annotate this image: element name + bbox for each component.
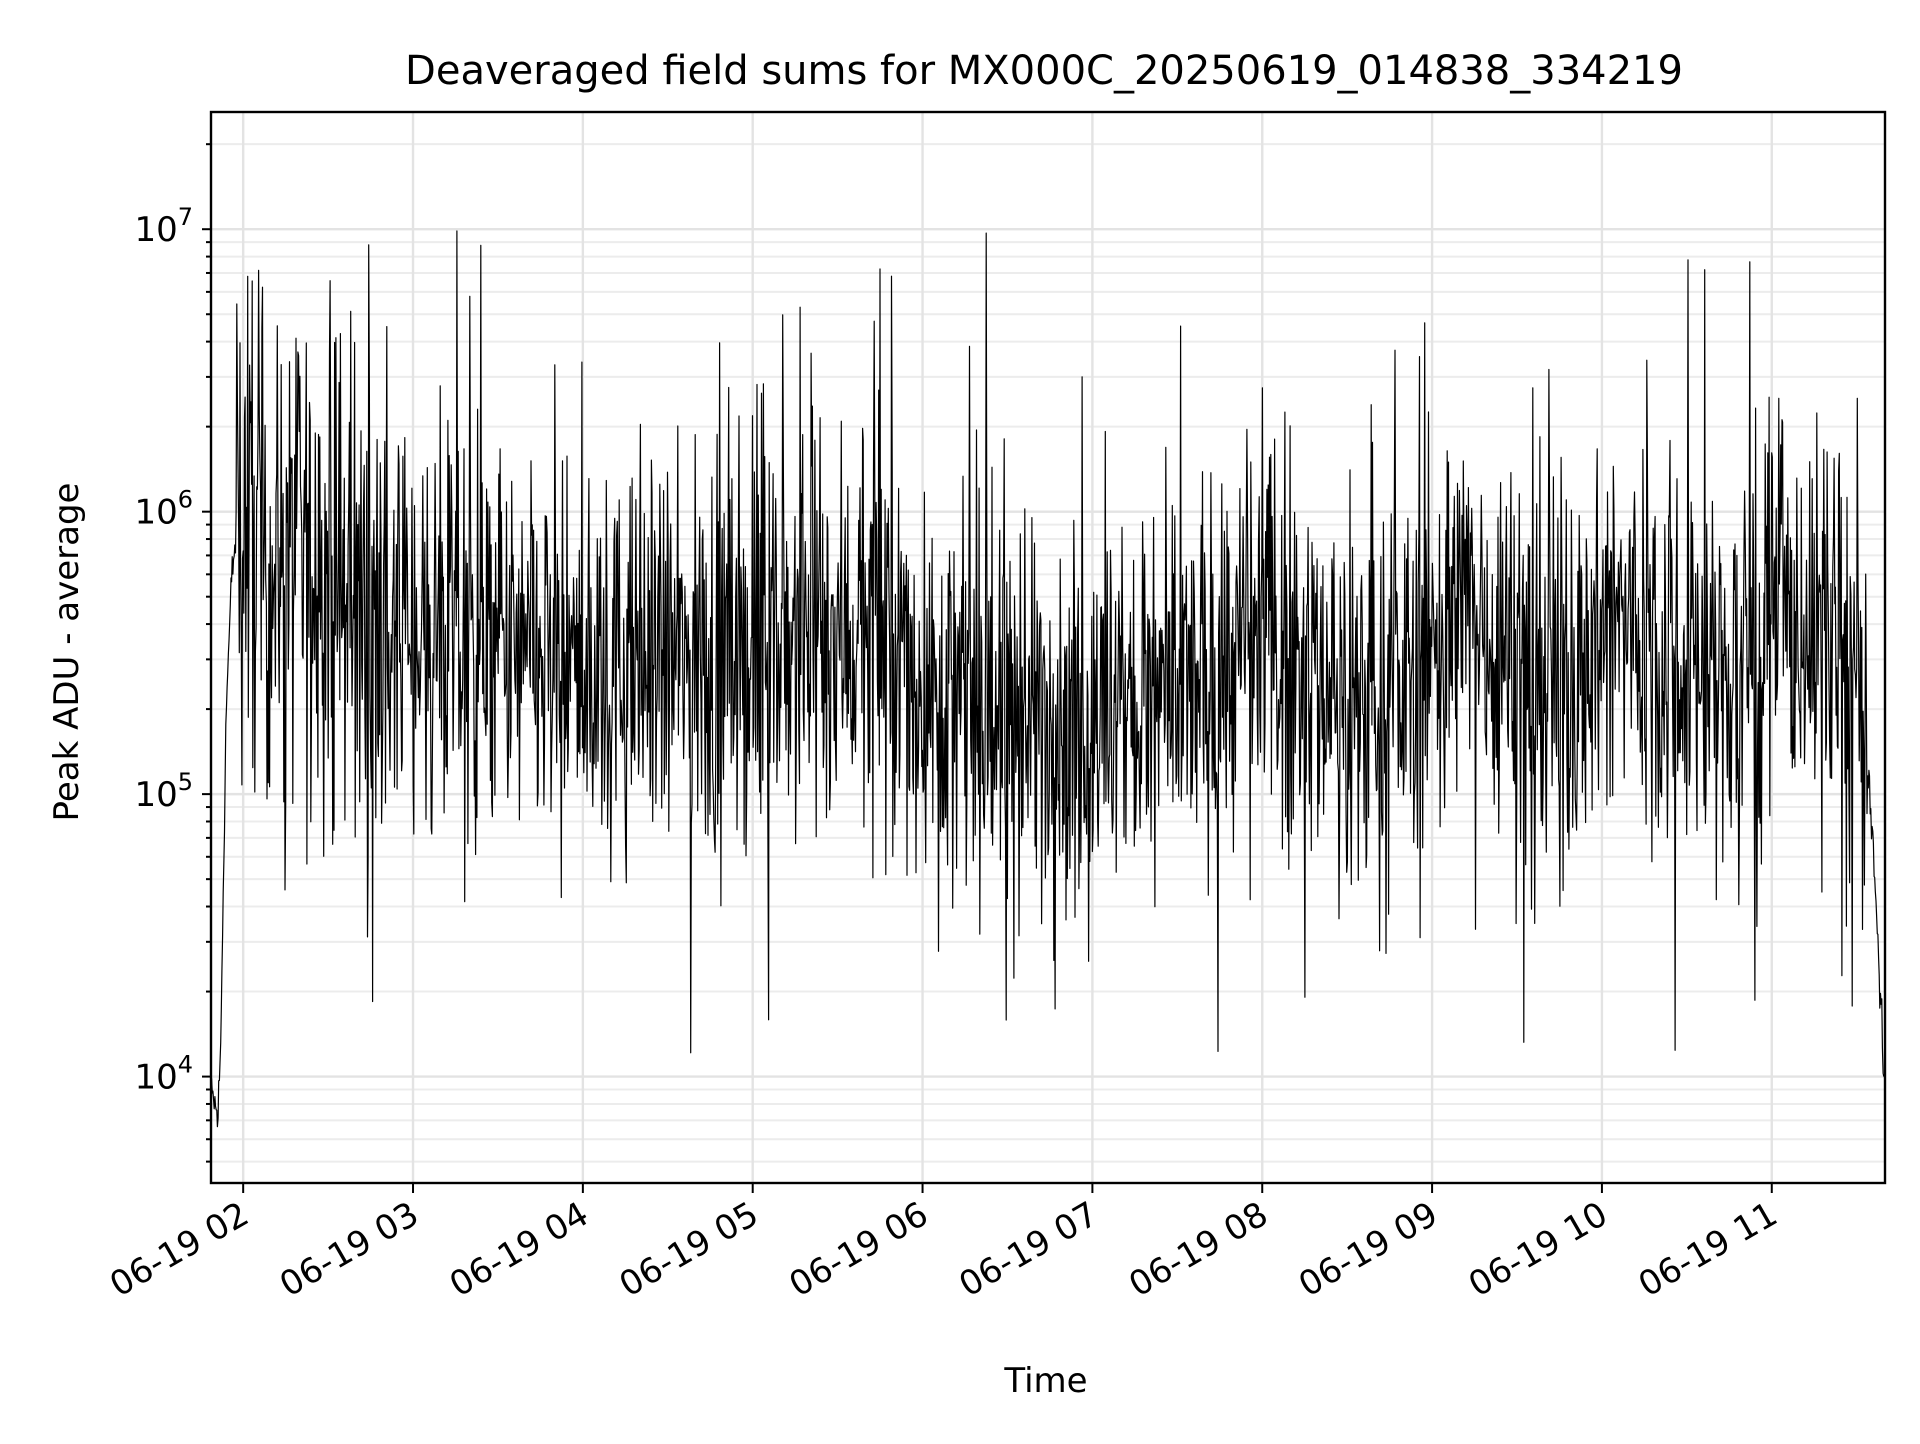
y-axis-label: Peak ADU - average — [47, 483, 87, 822]
y-tick-label: 106 — [134, 486, 193, 533]
chart-title: Deaveraged field sums for MX000C_2025061… — [405, 48, 1683, 94]
axis-ticks — [202, 143, 1773, 1193]
x-axis-label: Time — [1003, 1361, 1087, 1401]
y-tick-label: 107 — [134, 203, 193, 250]
y-tick-label: 104 — [134, 1051, 193, 1098]
data-series-line — [210, 230, 1886, 1128]
plot-frame — [209, 110, 1887, 1185]
series-layer — [210, 230, 1886, 1128]
y-tick-label: 105 — [134, 768, 193, 815]
y-tick-labels: 104 105 106 107 — [134, 203, 193, 1097]
